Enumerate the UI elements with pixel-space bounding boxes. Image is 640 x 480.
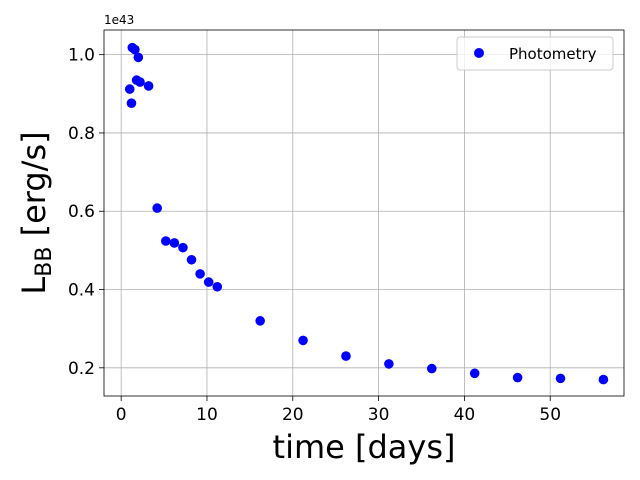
x-tick-label: 10 xyxy=(196,405,218,425)
y-offset-label: 1e43 xyxy=(104,13,134,27)
y-axis-label-main: L xyxy=(15,277,53,295)
data-point xyxy=(298,335,308,346)
data-point xyxy=(212,281,223,292)
x-tick-label: 20 xyxy=(282,405,304,425)
x-tick-label: 50 xyxy=(539,405,561,425)
plot-frame xyxy=(103,29,625,397)
data-point xyxy=(469,368,480,379)
y-tick-label: 1.0 xyxy=(68,46,95,66)
y-axis-label: LBB [erg/s] xyxy=(15,131,57,294)
legend-label: Photometry xyxy=(509,45,597,63)
data-point xyxy=(135,77,145,87)
data-points xyxy=(124,42,609,385)
data-point xyxy=(133,52,144,63)
legend: Photometry xyxy=(456,36,614,71)
y-tick-label: 0.8 xyxy=(68,124,95,144)
data-point xyxy=(124,84,135,94)
data-point xyxy=(341,351,351,361)
x-tick-label: 0 xyxy=(116,405,127,425)
y-tick-label: 0.4 xyxy=(68,281,95,301)
y-axis-label-unit: [erg/s] xyxy=(15,131,53,246)
data-point xyxy=(255,316,265,326)
data-point xyxy=(426,363,437,374)
data-point xyxy=(160,236,171,246)
data-point xyxy=(130,44,140,55)
data-point xyxy=(512,372,523,383)
data-point xyxy=(555,373,566,384)
x-tick-label: 30 xyxy=(368,405,390,425)
x-axis-label: time [days] xyxy=(273,428,456,466)
data-point xyxy=(195,269,205,279)
data-point xyxy=(143,81,154,91)
data-point xyxy=(598,374,609,385)
legend-marker xyxy=(474,48,484,58)
x-axis-ticks: 0 10 20 30 40 50 xyxy=(116,396,561,425)
data-point xyxy=(126,98,137,108)
x-tick-label: 40 xyxy=(454,405,476,425)
y-tick-label: 0.2 xyxy=(68,359,95,379)
data-point xyxy=(384,359,394,369)
grid xyxy=(104,30,624,396)
data-point xyxy=(169,238,180,248)
data-point xyxy=(203,277,214,287)
data-point xyxy=(178,242,188,253)
data-point xyxy=(152,203,163,213)
legend-box xyxy=(456,36,614,71)
y-axis-label-sub: BB xyxy=(32,247,57,277)
y-axis-ticks: 0.2 0.4 0.6 0.8 1.0 xyxy=(68,46,104,379)
data-point xyxy=(186,254,197,265)
y-tick-label: 0.6 xyxy=(68,202,95,222)
